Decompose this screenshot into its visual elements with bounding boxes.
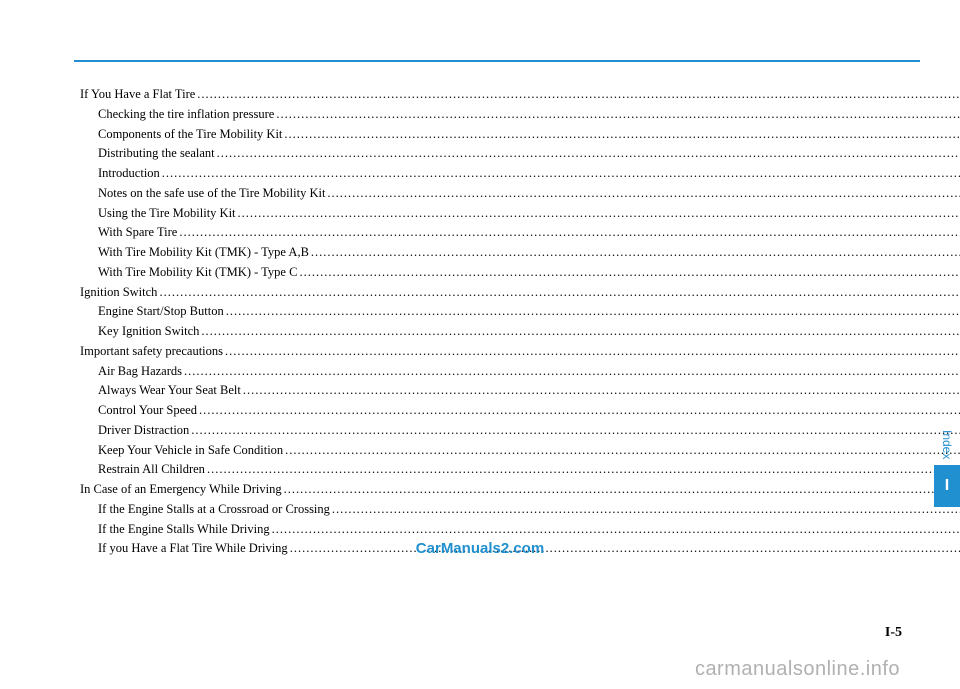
index-entry: In Case of an Emergency While Driving ..… <box>80 480 960 499</box>
index-entry: Notes on the safe use of the Tire Mobili… <box>80 184 960 203</box>
index-entry: Restrain All Children ..................… <box>80 460 960 479</box>
entry-title: Key Ignition Switch <box>98 322 199 341</box>
entry-dots: ........................................… <box>189 421 960 440</box>
entry-dots: ........................................… <box>282 125 960 144</box>
entry-dots: ........................................… <box>195 85 960 104</box>
index-entry: Keep Your Vehicle in Safe Condition ....… <box>80 441 960 460</box>
index-entry: If the Engine Stalls While Driving .....… <box>80 520 960 539</box>
entry-dots: ........................................… <box>297 263 960 282</box>
side-tab-letter: I <box>934 465 960 507</box>
entry-dots: ........................................… <box>197 401 960 420</box>
index-entry: Control Your Speed .....................… <box>80 401 960 420</box>
entry-dots: ........................................… <box>274 105 960 124</box>
index-entry: Distributing the sealant ...............… <box>80 144 960 163</box>
entry-title: With Spare Tire <box>98 223 177 242</box>
entry-title: If you Have a Flat Tire While Driving <box>98 539 288 558</box>
entry-dots: ........................................… <box>205 460 960 479</box>
entry-title: Components of the Tire Mobility Kit <box>98 125 282 144</box>
entry-title: With Tire Mobility Kit (TMK) - Type A,B <box>98 243 309 262</box>
top-divider <box>74 60 920 62</box>
entry-dots: ........................................… <box>215 144 960 163</box>
entry-title: In Case of an Emergency While Driving <box>80 480 282 499</box>
entry-title: Always Wear Your Seat Belt <box>98 381 241 400</box>
entry-dots: ........................................… <box>157 283 960 302</box>
index-entry: With Tire Mobility Kit (TMK) - Type A,B … <box>80 243 960 262</box>
entry-dots: ........................................… <box>177 223 960 242</box>
entry-title: If the Engine Stalls at a Crossroad or C… <box>98 500 330 519</box>
entry-title: Distributing the sealant <box>98 144 215 163</box>
entry-title: Important safety precautions <box>80 342 223 361</box>
entry-dots: ........................................… <box>236 204 960 223</box>
index-entry: With Spare Tire ........................… <box>80 223 960 242</box>
entry-title: If the Engine Stalls While Driving <box>98 520 270 539</box>
entry-dots: ........................................… <box>330 500 960 519</box>
watermark-carmanualsonline: carmanualsonline.info <box>695 658 900 681</box>
entry-title: Driver Distraction <box>98 421 189 440</box>
index-entry: Key Ignition Switch ....................… <box>80 322 960 341</box>
entry-dots: ........................................… <box>241 381 960 400</box>
entry-dots: ........................................… <box>309 243 960 262</box>
index-content: If You Have a Flat Tire ................… <box>80 85 910 559</box>
entry-dots: ........................................… <box>224 302 960 321</box>
entry-title: Ignition Switch <box>80 283 157 302</box>
entry-title: Control Your Speed <box>98 401 197 420</box>
entry-dots: ........................................… <box>270 520 960 539</box>
entry-title: Notes on the safe use of the Tire Mobili… <box>98 184 325 203</box>
entry-dots: ........................................… <box>283 441 960 460</box>
entry-title: Keep Your Vehicle in Safe Condition <box>98 441 283 460</box>
entry-title: If You Have a Flat Tire <box>80 85 195 104</box>
page-number: I-5 <box>885 625 902 641</box>
index-entry: If the Engine Stalls at a Crossroad or C… <box>80 500 960 519</box>
index-entry: Checking the tire inflation pressure ...… <box>80 105 960 124</box>
index-entry: Ignition Switch ........................… <box>80 283 960 302</box>
index-entry: Always Wear Your Seat Belt .............… <box>80 381 960 400</box>
entry-dots: ........................................… <box>160 164 960 183</box>
entry-dots: ........................................… <box>182 362 960 381</box>
entry-dots: ........................................… <box>199 322 960 341</box>
index-entry: If You Have a Flat Tire ................… <box>80 85 960 104</box>
entry-dots: ........................................… <box>288 539 960 558</box>
left-column: If You Have a Flat Tire ................… <box>80 85 960 559</box>
watermark-carmanuals2: CarManuals2.com <box>416 540 544 557</box>
entry-title: Engine Start/Stop Button <box>98 302 224 321</box>
entry-title: Using the Tire Mobility Kit <box>98 204 236 223</box>
index-entry: Driver Distraction .....................… <box>80 421 960 440</box>
index-entry: With Tire Mobility Kit (TMK) - Type C ..… <box>80 263 960 282</box>
entry-title: Air Bag Hazards <box>98 362 182 381</box>
entry-title: Introduction <box>98 164 160 183</box>
side-tab-label: Index <box>940 430 954 459</box>
entry-title: Restrain All Children <box>98 460 205 479</box>
side-tab: Index I <box>934 430 960 507</box>
entry-dots: ........................................… <box>223 342 960 361</box>
entry-dots: ........................................… <box>282 480 960 499</box>
index-entry: Introduction ...........................… <box>80 164 960 183</box>
index-entry: Engine Start/Stop Button ...............… <box>80 302 960 321</box>
index-entry: Using the Tire Mobility Kit ............… <box>80 204 960 223</box>
entry-title: With Tire Mobility Kit (TMK) - Type C <box>98 263 297 282</box>
entry-dots: ........................................… <box>325 184 960 203</box>
index-entry: Air Bag Hazards ........................… <box>80 362 960 381</box>
index-entry: Components of the Tire Mobility Kit ....… <box>80 125 960 144</box>
entry-title: Checking the tire inflation pressure <box>98 105 274 124</box>
index-entry: Important safety precautions ...........… <box>80 342 960 361</box>
